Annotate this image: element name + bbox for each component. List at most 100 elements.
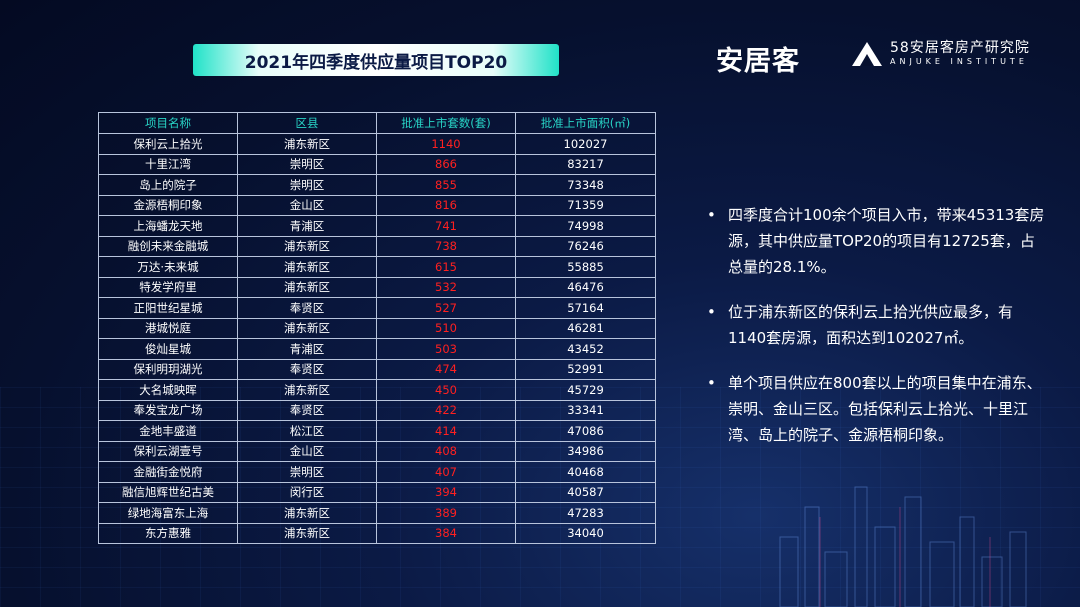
summary-bullet: • 单个项目供应在800套以上的项目集中在浦东、崇明、金山三区。包括保利云上拾光、… bbox=[707, 370, 1047, 448]
cell-units: 422 bbox=[376, 399, 516, 421]
column-header-area: 批准上市面积(㎡) bbox=[515, 112, 656, 134]
cell-area: 43452 bbox=[515, 338, 656, 360]
cell-units: 855 bbox=[376, 174, 516, 196]
cell-district: 崇明区 bbox=[237, 461, 377, 483]
table-row: 保利云湖壹号 金山区 408 34986 bbox=[98, 440, 656, 462]
cell-area: 40468 bbox=[515, 461, 656, 483]
cell-area: 34986 bbox=[515, 440, 656, 462]
table-row: 金源梧桐印象 金山区 816 71359 bbox=[98, 194, 656, 216]
cell-units: 414 bbox=[376, 420, 516, 442]
cell-district: 浦东新区 bbox=[237, 256, 377, 278]
cell-project-name: 大名城映晖 bbox=[98, 379, 238, 401]
cell-project-name: 俊灿星城 bbox=[98, 338, 238, 360]
cell-district: 浦东新区 bbox=[237, 133, 377, 155]
column-header-units: 批准上市套数(套) bbox=[376, 112, 516, 134]
cell-project-name: 岛上的院子 bbox=[98, 174, 238, 196]
cell-area: 52991 bbox=[515, 358, 656, 380]
cell-units: 1140 bbox=[376, 133, 516, 155]
table-row: 融信旭辉世纪古美 闵行区 394 40587 bbox=[98, 481, 656, 503]
supply-top20-table: 项目名称 区县 批准上市套数(套) 批准上市面积(㎡) 保利云上拾光 浦东新区 11… bbox=[98, 112, 656, 544]
cell-project-name: 绿地海富东上海 bbox=[98, 502, 238, 524]
table-row: 十里江湾 崇明区 866 83217 bbox=[98, 153, 656, 175]
cell-district: 青浦区 bbox=[237, 215, 377, 237]
institute-name-cn: 58安居客房产研究院 bbox=[890, 40, 1030, 56]
bullet-dot-icon: • bbox=[707, 206, 716, 224]
cell-area: 57164 bbox=[515, 297, 656, 319]
cell-area: 45729 bbox=[515, 379, 656, 401]
slide-title-text: 2021年四季度供应量项目TOP20 bbox=[244, 52, 508, 73]
cell-project-name: 特发学府里 bbox=[98, 276, 238, 298]
table-row: 港城悦庭 浦东新区 510 46281 bbox=[98, 317, 656, 339]
cell-district: 浦东新区 bbox=[237, 235, 377, 257]
cell-units: 510 bbox=[376, 317, 516, 339]
cell-units: 407 bbox=[376, 461, 516, 483]
cell-project-name: 港城悦庭 bbox=[98, 317, 238, 339]
cell-project-name: 奉发宝龙广场 bbox=[98, 399, 238, 421]
cell-district: 闵行区 bbox=[237, 481, 377, 503]
cell-area: 83217 bbox=[515, 153, 656, 175]
cell-project-name: 保利云湖壹号 bbox=[98, 440, 238, 462]
cell-project-name: 保利云上拾光 bbox=[98, 133, 238, 155]
institute-name-en: ANJUKE INSTITUTE bbox=[890, 57, 1028, 66]
column-header-project: 项目名称 bbox=[98, 112, 238, 134]
cell-district: 青浦区 bbox=[237, 338, 377, 360]
cell-district: 金山区 bbox=[237, 440, 377, 462]
cell-project-name: 融创未来金融城 bbox=[98, 235, 238, 257]
table-row: 特发学府里 浦东新区 532 46476 bbox=[98, 276, 656, 298]
cell-area: 71359 bbox=[515, 194, 656, 216]
cell-district: 浦东新区 bbox=[237, 276, 377, 298]
bullet-dot-icon: • bbox=[707, 303, 716, 321]
cell-units: 741 bbox=[376, 215, 516, 237]
cell-area: 46476 bbox=[515, 276, 656, 298]
cell-project-name: 上海蟠龙天地 bbox=[98, 215, 238, 237]
cell-project-name: 十里江湾 bbox=[98, 153, 238, 175]
cell-project-name: 万达·未来城 bbox=[98, 256, 238, 278]
slide-title: 2021年四季度供应量项目TOP20 bbox=[193, 44, 559, 76]
table-row: 正阳世纪星城 奉贤区 527 57164 bbox=[98, 297, 656, 319]
cell-units: 408 bbox=[376, 440, 516, 462]
cell-area: 55885 bbox=[515, 256, 656, 278]
cell-area: 47086 bbox=[515, 420, 656, 442]
cell-units: 394 bbox=[376, 481, 516, 503]
cell-area: 33341 bbox=[515, 399, 656, 421]
bullet-text: 位于浦东新区的保利云上拾光供应最多，有1140套房源，面积达到102027㎡。 bbox=[728, 303, 1014, 347]
table-row: 融创未来金融城 浦东新区 738 76246 bbox=[98, 235, 656, 257]
cell-units: 527 bbox=[376, 297, 516, 319]
cell-units: 503 bbox=[376, 338, 516, 360]
table-row: 上海蟠龙天地 青浦区 741 74998 bbox=[98, 215, 656, 237]
cell-area: 40587 bbox=[515, 481, 656, 503]
cell-district: 奉贤区 bbox=[237, 358, 377, 380]
cell-project-name: 金融街金悦府 bbox=[98, 461, 238, 483]
cell-units: 532 bbox=[376, 276, 516, 298]
cell-project-name: 保利明玥湖光 bbox=[98, 358, 238, 380]
cell-district: 松江区 bbox=[237, 420, 377, 442]
cell-area: 74998 bbox=[515, 215, 656, 237]
column-header-district: 区县 bbox=[237, 112, 377, 134]
cell-units: 450 bbox=[376, 379, 516, 401]
cell-district: 奉贤区 bbox=[237, 297, 377, 319]
cell-project-name: 融信旭辉世纪古美 bbox=[98, 481, 238, 503]
city-skyline-decoration bbox=[779, 486, 1027, 607]
cell-units: 615 bbox=[376, 256, 516, 278]
bullet-text: 单个项目供应在800套以上的项目集中在浦东、崇明、金山三区。包括保利云上拾光、十… bbox=[728, 374, 1042, 444]
table-row: 绿地海富东上海 浦东新区 389 47283 bbox=[98, 502, 656, 524]
table-row: 保利云上拾光 浦东新区 1140 102027 bbox=[98, 133, 656, 155]
summary-bullet: • 位于浦东新区的保利云上拾光供应最多，有1140套房源，面积达到102027㎡。 bbox=[707, 299, 1047, 351]
table-row: 东方惠雅 浦东新区 384 34040 bbox=[98, 522, 656, 544]
cell-area: 47283 bbox=[515, 502, 656, 524]
table-row: 俊灿星城 青浦区 503 43452 bbox=[98, 338, 656, 360]
bullet-text: 四季度合计100余个项目入市，带来45313套房源，其中供应量TOP20的项目有… bbox=[728, 206, 1045, 276]
anjuke-logo: 安居客 bbox=[716, 46, 800, 77]
cell-area: 34040 bbox=[515, 522, 656, 544]
table-row: 岛上的院子 崇明区 855 73348 bbox=[98, 174, 656, 196]
summary-bullets: • 四季度合计100余个项目入市，带来45313套房源，其中供应量TOP20的项目… bbox=[707, 202, 1047, 467]
cell-units: 389 bbox=[376, 502, 516, 524]
cell-units: 866 bbox=[376, 153, 516, 175]
cell-units: 816 bbox=[376, 194, 516, 216]
cell-district: 浦东新区 bbox=[237, 522, 377, 544]
anjuke-institute-logo: 58安居客房产研究院 ANJUKE INSTITUTE bbox=[850, 40, 1030, 68]
table-row: 金地丰盛道 松江区 414 47086 bbox=[98, 420, 656, 442]
cell-area: 46281 bbox=[515, 317, 656, 339]
cell-area: 76246 bbox=[515, 235, 656, 257]
cell-units: 384 bbox=[376, 522, 516, 544]
